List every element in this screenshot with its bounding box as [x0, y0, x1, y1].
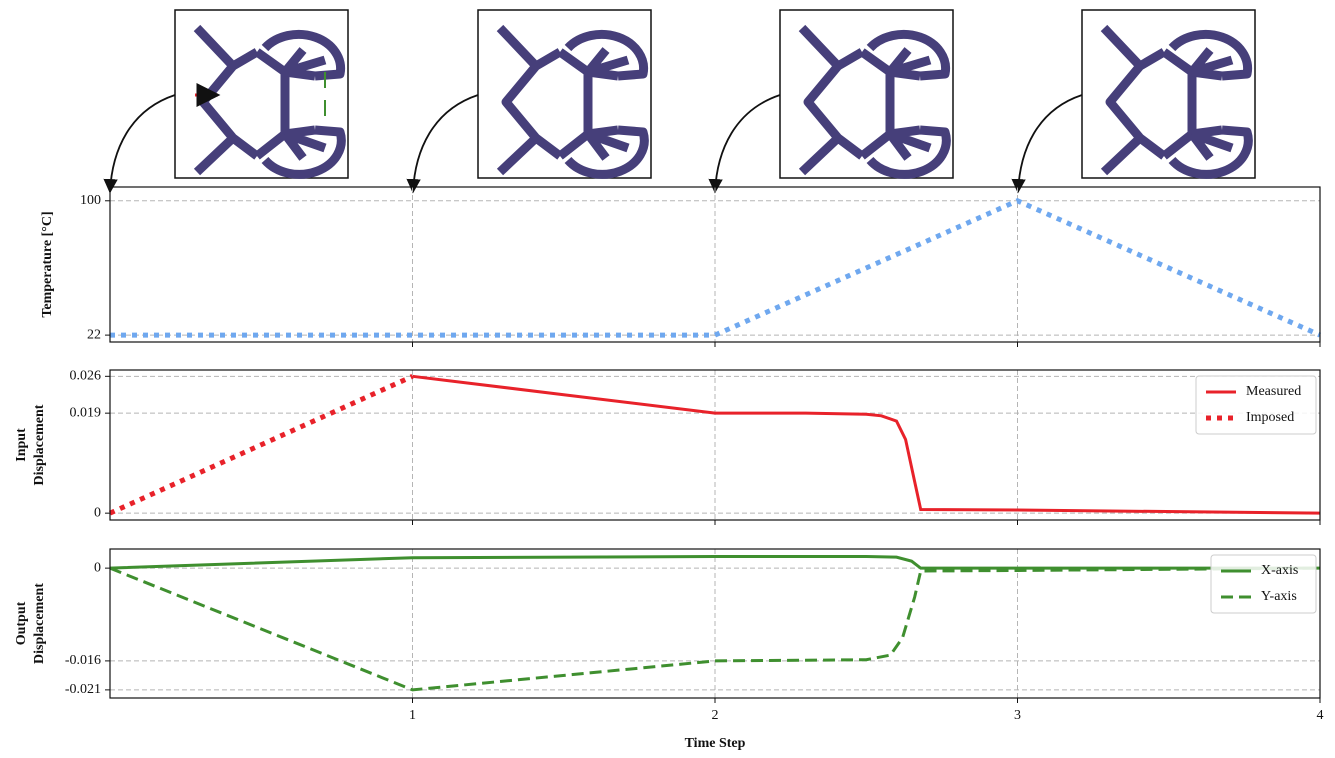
- y-tick-label: -0.021: [65, 682, 101, 697]
- thumbnails: [103, 9, 1256, 194]
- series-line: [109, 566, 1321, 692]
- series-line: [108, 374, 414, 516]
- panel: 0 0.019 0.026 Input Displacement Measured Impo…: [14, 369, 1321, 525]
- y-axis-label: Temperature [°C]: [40, 211, 55, 317]
- legend-label: Measured: [1246, 384, 1301, 399]
- legend-label: X-axis: [1261, 563, 1298, 578]
- series-line: [110, 198, 1322, 338]
- legend-label: Y-axis: [1261, 589, 1297, 604]
- y-tick-label: 0: [94, 505, 101, 520]
- y-tick-label: 100: [80, 193, 101, 208]
- plot-frame: [109, 548, 1321, 699]
- series-line: [109, 555, 1320, 570]
- legend-label: Imposed: [1246, 410, 1294, 425]
- y-axis-label: Displacement: [32, 583, 47, 664]
- x-axis-label: Time Step: [685, 736, 746, 751]
- y-tick-label: 0: [94, 560, 101, 575]
- x-tick-label: 2: [712, 708, 719, 723]
- y-axis-label: Displacement: [32, 404, 47, 485]
- y-tick-label: 22: [87, 327, 101, 342]
- y-tick-label: 0.026: [70, 369, 102, 384]
- x-tick-label: 1: [409, 708, 416, 723]
- x-tick-label: 4: [1317, 708, 1324, 723]
- y-tick-label: -0.016: [65, 653, 101, 668]
- y-axis-label: Input: [14, 428, 29, 462]
- plot-frame: [109, 186, 1321, 343]
- plot-frame: [109, 369, 1321, 521]
- pointer-arrow: [1011, 94, 1083, 194]
- series-line: [412, 374, 1321, 515]
- y-axis-label: Output: [14, 601, 29, 645]
- pointer-arrow: [708, 94, 781, 194]
- panel: 1 2 3 4 -0.021 -0.016 0 Output Displacement X-axi…: [14, 548, 1324, 751]
- pointer-arrow: [103, 94, 176, 194]
- panel: 22 100 Temperature [°C]: [40, 186, 1322, 347]
- x-tick-label: 3: [1014, 708, 1021, 723]
- pointer-arrow: [406, 94, 479, 194]
- y-tick-label: 0.019: [70, 405, 102, 420]
